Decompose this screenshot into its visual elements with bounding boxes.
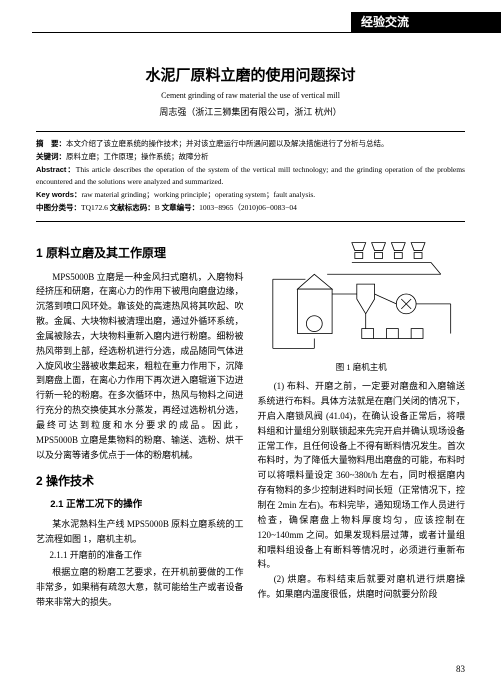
abstract-cn: 摘 要：本文介绍了该立磨系统的操作技术；并对该立磨运行中所遇问题以及解决措施进行… — [36, 138, 465, 151]
abstract-block: 摘 要：本文介绍了该立磨系统的操作技术；并对该立磨运行中所遇问题以及解决措施进行… — [36, 131, 465, 222]
doccode-label: 文献标志码： — [110, 203, 155, 212]
title-chinese: 水泥厂原料立磨的使用问题探讨 — [36, 65, 465, 88]
section-2-heading: 2 操作技术 — [36, 472, 244, 490]
right-p1: (1) 布料、开磨之前，一定要对磨盘和入磨输送系统进行布料。具体方法就是在磨门关… — [258, 379, 466, 572]
figure-1 — [258, 234, 466, 359]
abstract-en: Abstract：This article describes the oper… — [36, 164, 465, 190]
abstract-en-text: This article describes the operation of … — [36, 165, 465, 187]
abstract-en-label: Abstract： — [36, 165, 76, 174]
guanjianci-text: 原料立磨；工作原理；操作系统；故障分析 — [66, 152, 209, 161]
page-content: 水泥厂原料立磨的使用问题探讨 Cement grinding of raw ma… — [36, 65, 465, 609]
articleno-label: 文章编号： — [162, 203, 200, 212]
page-number: 83 — [456, 663, 465, 677]
classification-line: 中图分类号：TQ172.6 文献标志码：B 文章编号：1003−8965（201… — [36, 202, 465, 215]
subsubsection-2-1-1: 2.1.1 开磨前的准备工作 — [36, 549, 244, 563]
classno-label: 中图分类号： — [36, 203, 81, 212]
doccode: B — [155, 203, 160, 212]
keywords-cn: 关键词：原料立磨；工作原理；操作系统；故障分析 — [36, 151, 465, 164]
author-line: 周志强（浙江三狮集团有限公司，浙江 杭州） — [36, 106, 465, 120]
keywords-en-label: Key words： — [36, 190, 81, 199]
p-2-1-a: 某水泥熟料生产线 MPS5000B 原料立磨系统的工艺流程如图 1，磨机主机。 — [36, 517, 244, 547]
right-p2: (2) 烘磨。布料结束后就要对磨机进行烘磨操作。如果磨内温度很低，烘磨时间就要分… — [258, 572, 466, 602]
articleno: 1003−8965（2010)06−0083−04 — [199, 203, 297, 212]
p-2-1-1: 根据立磨的粉磨工艺要求，在开机前要做的工作非常多，如果稍有疏忽大意，就可能给生产… — [36, 565, 244, 610]
header-rule — [32, 32, 501, 33]
title-english: Cement grinding of raw material the use … — [36, 90, 465, 102]
classno: TQ172.6 — [81, 203, 108, 212]
header-category: 经验交流 — [361, 15, 409, 29]
zhaiyao-label: 摘 要： — [36, 139, 66, 148]
figure-1-caption: 图 1 磨机主机 — [258, 361, 466, 374]
guanjianci-label: 关键词： — [36, 152, 66, 161]
zhaiyao-text: 本文介绍了该立磨系统的操作技术；并对该立磨运行中所遇问题以及解决措施进行了分析与… — [66, 139, 389, 148]
header-category-bar: 经验交流 — [351, 12, 501, 32]
left-column: 1 原料立磨及其工作原理 MPS5000B 立磨是一种金风扫式磨机，入磨物料经挤… — [36, 234, 244, 610]
keywords-en: Key words：raw material grinding；working … — [36, 189, 465, 202]
columns: 1 原料立磨及其工作原理 MPS5000B 立磨是一种金风扫式磨机，入磨物料经挤… — [36, 234, 465, 610]
figure-1-svg — [258, 234, 466, 359]
keywords-en-text: raw material grinding；working principle；… — [81, 190, 315, 199]
subsection-2-1: 2.1 正常工况下的操作 — [36, 498, 244, 512]
right-column: 图 1 磨机主机 (1) 布料、开磨之前，一定要对磨盘和入磨输送系统进行布料。具… — [258, 234, 466, 610]
section-1-heading: 1 原料立磨及其工作原理 — [36, 244, 244, 262]
section-1-body: MPS5000B 立磨是一种金风扫式磨机，入磨物料经挤压和研磨，在离心力的作用下… — [36, 270, 244, 463]
